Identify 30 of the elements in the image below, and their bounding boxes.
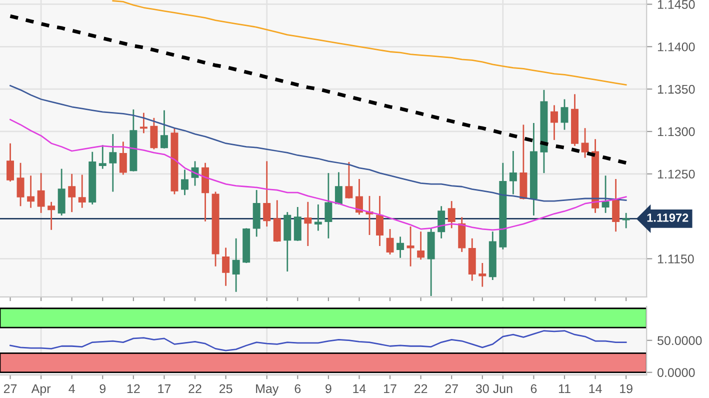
ref-line-label: 1.11972 — [647, 214, 688, 222]
x-tick-label: 12 — [127, 384, 140, 393]
y-tick-label: 1.1250 — [658, 170, 695, 179]
x-tick-label: 4 — [68, 384, 75, 393]
x-tick-label: 30 — [476, 384, 489, 394]
x-tick-label: 17 — [384, 384, 396, 393]
x-tick-label: 22 — [414, 384, 428, 393]
x-tick-label: 6 — [530, 384, 537, 394]
x-tick-label: 11 — [558, 384, 570, 393]
x-tick-label: 9 — [326, 384, 332, 394]
x-tick-label: 9 — [100, 384, 106, 394]
x-tick-label: 14 — [353, 384, 366, 393]
x-tick-label: 22 — [188, 384, 202, 393]
x-tick-label: Apr — [31, 384, 51, 396]
y-tick-label: 1.1400 — [658, 42, 695, 52]
y-tick-label: 1.1350 — [658, 84, 695, 94]
x-tick-label: 14 — [589, 384, 602, 393]
y-tick-label: 0.0000 — [658, 368, 695, 378]
x-tick-label: 27 — [4, 384, 17, 393]
x-tick-label: 6 — [294, 384, 301, 394]
x-tick-label: May — [256, 384, 279, 396]
x-tick-label: Jun — [493, 384, 512, 394]
y-tick-label: 1.1450 — [658, 0, 695, 9]
x-tick-label: 17 — [158, 384, 171, 393]
y-tick-label: 1.1150 — [658, 254, 694, 264]
y-tick-label: 50.0000 — [658, 336, 702, 346]
x-tick-label: 27 — [445, 384, 458, 393]
x-tick-label: 25 — [219, 384, 232, 394]
y-tick-label: 1.1300 — [658, 127, 695, 136]
x-tick-label: 19 — [620, 384, 632, 394]
